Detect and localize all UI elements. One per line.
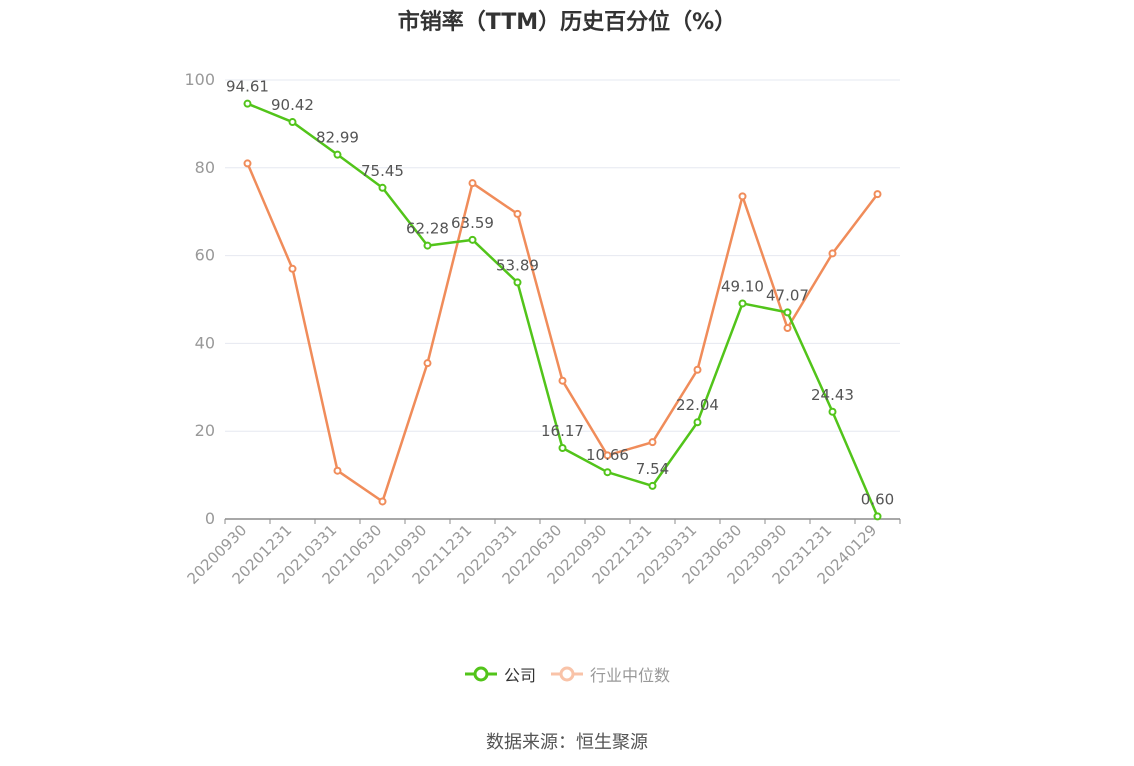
company-data-point	[828, 407, 837, 416]
chart-title: 市销率（TTM）历史百分位（%）	[397, 10, 737, 35]
industry-data-point	[738, 192, 747, 201]
company-data-label: 47.07	[766, 286, 809, 304]
company-data-point	[423, 241, 432, 250]
company-data-label: 90.42	[271, 96, 314, 114]
y-tick-label: 40	[195, 333, 215, 352]
legend-item-company[interactable]: 公司	[464, 662, 536, 686]
legend-item-industry[interactable]: 行业中位数	[550, 662, 670, 686]
series	[243, 99, 882, 521]
company-series-line	[247, 102, 879, 517]
company-data-label: 53.89	[496, 256, 539, 274]
company-data-point	[648, 481, 657, 490]
company-data-label: 62.28	[406, 220, 449, 238]
company-data-label: 63.59	[451, 214, 494, 232]
y-tick-label: 100	[184, 70, 215, 89]
grid-lines	[225, 79, 900, 432]
company-data-point	[513, 278, 522, 287]
axes: 0204060801002020093020201231202103312021…	[184, 70, 901, 588]
company-data-point	[873, 512, 882, 521]
y-tick-label: 80	[195, 158, 215, 177]
company-data-label: 49.10	[721, 277, 764, 295]
industry-data-point	[513, 209, 522, 218]
legend-label-company: 公司	[503, 666, 536, 685]
company-data-label: 16.17	[541, 422, 584, 440]
company-data-point	[783, 308, 792, 317]
y-tick-label: 20	[195, 421, 215, 440]
source-note: 数据来源：恒生聚源	[486, 732, 648, 753]
industry-data-point	[558, 376, 567, 385]
company-data-label: 22.04	[676, 396, 719, 414]
company-line-marker-icon	[464, 666, 497, 682]
y-tick-label: 60	[195, 246, 215, 265]
company-data-point	[468, 235, 477, 244]
industry-data-point	[468, 179, 477, 188]
industry-data-point	[378, 497, 387, 506]
y-tick-label: 0	[205, 509, 215, 528]
company-data-point	[738, 299, 747, 308]
legend-label-industry: 行业中位数	[590, 666, 671, 685]
company-data-point	[558, 444, 567, 453]
industry-data-point	[783, 324, 792, 333]
company-data-point	[693, 418, 702, 427]
industry-data-point	[603, 451, 612, 460]
company-data-label: 82.99	[316, 129, 359, 147]
company-data-label: 94.61	[226, 78, 269, 96]
industry-data-point	[288, 264, 297, 273]
company-data-point	[243, 99, 252, 108]
industry-data-point	[828, 249, 837, 258]
company-data-label: 75.45	[361, 162, 404, 180]
company-data-label: 7.54	[636, 460, 669, 478]
company-data-label: 10.66	[586, 446, 629, 464]
industry-data-point	[423, 359, 432, 368]
company-data-point	[333, 150, 342, 159]
industry-data-point	[333, 466, 342, 475]
industry-data-point	[243, 159, 252, 168]
industry-data-point	[693, 365, 702, 374]
legend: 公司 行业中位数	[0, 662, 1134, 686]
company-data-point	[603, 468, 612, 477]
company-data-point	[378, 183, 387, 192]
industry-line-marker-icon	[551, 666, 583, 682]
company-data-point	[288, 118, 297, 127]
company-data-label: 24.43	[811, 386, 854, 404]
industry-data-point	[648, 438, 657, 447]
industry-data-point	[873, 190, 882, 199]
company-data-label: 0.60	[861, 490, 894, 508]
